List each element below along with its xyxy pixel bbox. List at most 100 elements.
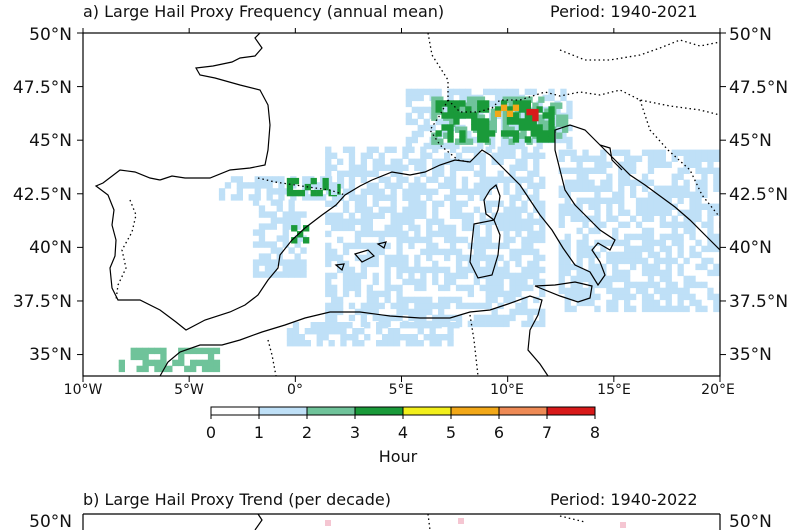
hail-cell-region-5 [236, 188, 243, 195]
hail-cell-region-12 [689, 293, 696, 301]
hail-cell-region-7 [252, 229, 260, 236]
hail-cell-region-1 [520, 132, 527, 139]
hail-cell-region-11 [396, 236, 403, 244]
hail-cell-region-11 [414, 158, 421, 165]
hail-cell-region-11 [503, 206, 510, 213]
hail-cell-region-12 [701, 203, 708, 210]
hail-cell-region-11 [426, 266, 433, 274]
hail-cell-region-11 [449, 242, 457, 250]
hail-cell-region-10 [184, 347, 191, 355]
hail-cell-region-11 [432, 302, 439, 310]
hail-cell-region-5 [331, 194, 339, 201]
hail-cell-region-12 [671, 257, 678, 265]
hail-cell-region-11 [473, 158, 480, 165]
hail-cell-region-11 [497, 314, 504, 322]
hail-cell-region-12 [570, 293, 577, 301]
hail-cell-region-12 [564, 263, 571, 271]
hail-cell-region-11 [384, 284, 391, 292]
hail-cell-region-12 [612, 227, 619, 235]
hail-cell-region-11 [342, 206, 350, 213]
coastline-adriatic-east [599, 144, 623, 171]
hail-cell-region-12 [564, 149, 571, 156]
hail-cell-region-11 [485, 302, 492, 310]
hail-cell-region-12 [647, 167, 655, 174]
hail-cell-region-2 [518, 100, 525, 107]
hail-cell-region-11 [432, 206, 439, 213]
hail-cell-region-11 [432, 170, 439, 177]
hail-cell-region-11 [449, 194, 457, 201]
hail-cell-region-1 [502, 126, 509, 133]
coastline-sardinia [469, 219, 501, 279]
hail-cell-region-12 [677, 185, 684, 192]
hail-cell-region-12 [641, 263, 649, 271]
border-spain-france [257, 177, 346, 196]
hail-cell-region-11 [444, 152, 451, 159]
hail-cell-region-11 [420, 158, 427, 165]
hail-cell-region-12 [600, 167, 607, 174]
hail-cell-region-11 [342, 242, 350, 250]
hail-cell-region-5 [308, 182, 315, 189]
hail-cell-region-11 [390, 206, 397, 213]
hail-cell-region-12 [653, 185, 661, 192]
hail-cell-region-12 [576, 215, 583, 222]
hail-cell-region-0 [417, 124, 424, 132]
hail-cell-region-11 [444, 278, 451, 286]
hail-cell-region-12 [624, 161, 631, 168]
hail-cell-region-11 [449, 296, 457, 304]
hail-cell-region-12 [659, 245, 666, 253]
hail-cell-region-11 [378, 320, 385, 328]
hail-cell-region-11 [455, 152, 463, 159]
hail-cell-region-12 [558, 167, 565, 174]
hail-cell-region-2 [483, 106, 490, 113]
hail-cell-region-11 [414, 230, 421, 238]
hail-cell-region-12 [707, 221, 714, 228]
hail-cell-region-11 [444, 230, 451, 238]
hail-cell-region-11 [384, 278, 391, 286]
hail-cell-region-11 [348, 272, 356, 280]
hail-cell-region-11 [473, 302, 480, 310]
hail-cell-region-11 [426, 176, 433, 183]
hail-cell-region-12 [630, 179, 637, 186]
hail-cell-region-0 [500, 142, 508, 150]
hail-cell-region-11 [515, 272, 522, 280]
colorbar-tick-label: 3 [350, 423, 360, 442]
hail-cell-region-12 [713, 263, 720, 271]
hail-cell-region-12 [635, 233, 643, 241]
hail-cell-region-12 [564, 203, 571, 210]
hail-cell-region-11 [491, 176, 498, 183]
hail-cell-region-2 [465, 112, 472, 119]
hail-cell-region-12 [576, 257, 583, 265]
hail-cell-region-2 [548, 136, 555, 143]
hail-cell-region-11 [372, 260, 379, 268]
hail-cell-region-11 [348, 302, 356, 310]
hail-cell-region-2 [435, 100, 442, 107]
hail-cell-region-11 [485, 182, 492, 189]
hail-cell-region-11 [360, 230, 367, 238]
hail-cell-region-12 [653, 287, 661, 295]
hail-cell-region-12 [647, 197, 655, 204]
hail-cell-region-6 [322, 183, 329, 191]
hail-cell-region-12 [612, 149, 619, 156]
hail-cell-region-11 [414, 266, 421, 274]
hail-cell-region-9 [322, 334, 329, 341]
hail-cell-region-11 [461, 164, 469, 171]
hail-cell-region-11 [354, 278, 362, 286]
hail-cell-region-12 [612, 293, 619, 301]
hail-cell-region-12 [635, 179, 643, 186]
hail-cell-region-11 [527, 236, 534, 244]
hail-cell-region-11 [360, 272, 367, 280]
hail-cell-region-11 [467, 302, 474, 310]
hail-cell-region-1 [532, 102, 539, 109]
hail-cell-region-12 [713, 203, 720, 210]
hail-cell-region-11 [533, 146, 540, 153]
hail-cell-region-11 [372, 248, 379, 256]
hail-cell-region-1 [466, 96, 474, 103]
hail-cell-region-0 [560, 94, 567, 102]
hail-cell-region-6 [286, 183, 294, 191]
hail-cell-region-11 [449, 170, 457, 177]
hail-cell-region-11 [372, 314, 379, 322]
hail-cell-region-11 [396, 308, 403, 316]
hail-cell-region-2 [536, 130, 543, 137]
hail-cell-region-12 [671, 287, 678, 295]
hail-cell-region-11 [467, 266, 474, 274]
